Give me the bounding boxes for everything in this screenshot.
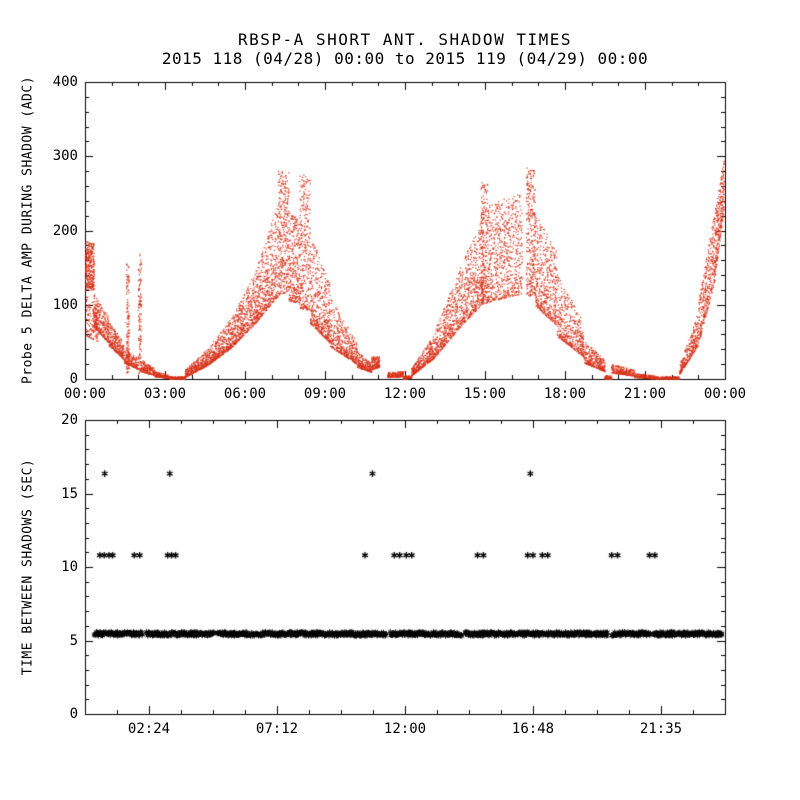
top-panel-x-tick-label: 15:00 xyxy=(463,386,507,402)
top-panel-x-tick-label: 00:00 xyxy=(703,386,747,402)
bottom-panel-y-tick-label: 20 xyxy=(61,412,78,428)
top-panel-x-tick-label: 12:00 xyxy=(383,386,427,402)
bottom-panel-x-tick-label: 07:12 xyxy=(255,721,299,737)
top-panel-y-tick-label: 200 xyxy=(52,222,78,239)
bottom-panel-y-tick-label: 15 xyxy=(61,485,78,502)
top-panel-x-tick-label: 21:00 xyxy=(623,386,667,402)
top-panel-y-tick-label: 100 xyxy=(52,296,78,313)
bottom-panel-x-tick-label: 16:48 xyxy=(511,721,555,737)
chart-subtitle: 2015 118 (04/28) 00:00 to 2015 119 (04/2… xyxy=(161,49,649,68)
bottom-panel-y-tick-label: 10 xyxy=(61,559,78,575)
top-panel-y-axis-label: Probe 5 DELTA AMP DURING SHADOW (ADC) xyxy=(20,75,36,385)
top-panel-y-tick-label: 300 xyxy=(52,148,78,165)
bottom-panel-x-tick-label: 21:35 xyxy=(639,721,683,737)
top-panel-x-tick-label: 03:00 xyxy=(143,386,187,402)
bottom-panel-x-tick-label: 12:00 xyxy=(383,721,427,737)
top-panel-x-tick-label: 00:00 xyxy=(63,386,107,402)
top-panel-y-tick-label: 0 xyxy=(69,371,78,387)
top-panel-y-tick-label: 400 xyxy=(52,74,78,90)
bottom-panel-x-tick-label: 02:24 xyxy=(127,721,171,737)
top-panel-x-tick-label: 06:00 xyxy=(223,386,267,402)
bottom-panel-y-tick-label: 5 xyxy=(69,632,78,649)
bottom-panel-y-axis-label: TIME BETWEEN SHADOWS (SEC) xyxy=(20,458,36,676)
top-panel-x-tick-label: 18:00 xyxy=(543,386,587,402)
chart-title: RBSP-A SHORT ANT. SHADOW TIMES xyxy=(238,30,572,49)
bottom-panel-y-tick-label: 0 xyxy=(69,706,78,722)
top-panel-x-tick-label: 09:00 xyxy=(303,386,347,402)
